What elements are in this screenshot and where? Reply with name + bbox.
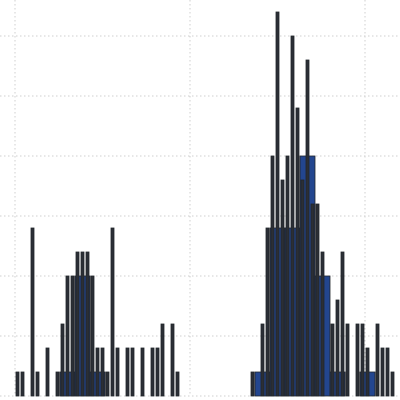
histogram-bar bbox=[80, 251, 85, 397]
histogram-bar bbox=[305, 59, 310, 397]
histogram-bar bbox=[300, 179, 305, 397]
histogram-bar bbox=[20, 371, 25, 397]
histogram-bar bbox=[310, 203, 315, 397]
histogram-bar bbox=[115, 347, 120, 397]
histogram-bar bbox=[140, 347, 145, 397]
histogram-bar bbox=[275, 11, 280, 397]
histogram-bar bbox=[335, 299, 340, 397]
histogram-bar bbox=[30, 227, 35, 397]
histogram-bar bbox=[260, 323, 265, 397]
histogram-bar bbox=[270, 155, 275, 397]
histogram-bar bbox=[105, 371, 110, 397]
histogram-bar bbox=[315, 203, 320, 397]
histogram-bar bbox=[285, 155, 290, 397]
histogram-bar bbox=[125, 347, 130, 397]
histogram-bar bbox=[55, 371, 60, 397]
histogram-bar bbox=[360, 323, 365, 397]
histogram-bar bbox=[280, 179, 285, 397]
histogram-bar bbox=[130, 347, 135, 397]
histogram-bar bbox=[170, 323, 175, 397]
histogram-bar bbox=[375, 323, 380, 397]
histogram-bar bbox=[340, 251, 345, 397]
histogram-bar bbox=[150, 347, 155, 397]
histogram-bar bbox=[65, 275, 70, 397]
histogram-bar bbox=[250, 371, 255, 397]
histogram-bar bbox=[320, 251, 325, 397]
histogram-bar bbox=[90, 275, 95, 397]
histogram-bar bbox=[100, 347, 105, 397]
histogram-bar bbox=[155, 347, 160, 397]
histogram-bar bbox=[330, 323, 335, 397]
histogram-bar bbox=[175, 371, 180, 397]
histogram-bar bbox=[355, 323, 360, 397]
histogram-bar bbox=[265, 227, 270, 397]
histogram-bar bbox=[60, 323, 65, 397]
histogram-bar bbox=[365, 347, 370, 397]
histogram-bar bbox=[390, 371, 395, 397]
histogram-bar bbox=[290, 35, 295, 397]
histogram-bar bbox=[345, 323, 350, 397]
histogram-bar bbox=[35, 371, 40, 397]
histogram-bar bbox=[70, 275, 75, 397]
histogram-bar bbox=[295, 107, 300, 397]
histogram-bar bbox=[160, 323, 165, 397]
histogram-bar bbox=[45, 347, 50, 397]
histogram-bar bbox=[15, 371, 20, 397]
histogram-bar bbox=[385, 347, 390, 397]
histogram-bar bbox=[75, 251, 80, 397]
histogram-bar bbox=[95, 347, 100, 397]
histogram-bar bbox=[85, 251, 90, 397]
histogram-bar bbox=[110, 227, 115, 397]
histogram-bar bbox=[380, 347, 385, 397]
